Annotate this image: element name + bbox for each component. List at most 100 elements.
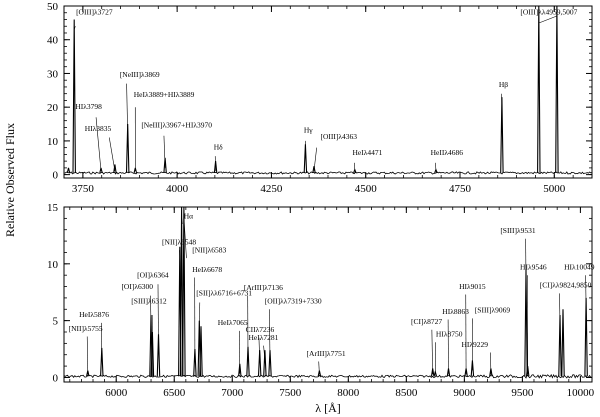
label-leader — [269, 309, 271, 361]
label-leader — [157, 284, 159, 345]
y-tick-label: 0 — [53, 372, 59, 384]
x-tick-label: 8500 — [395, 387, 418, 399]
label-leader — [163, 135, 166, 168]
y-tick-label: 10 — [47, 259, 59, 271]
label-leader — [108, 137, 116, 171]
label-leader — [539, 15, 558, 24]
label-leader — [181, 216, 183, 225]
line-label: HIλ8750 — [436, 330, 463, 339]
line-label: HIλ10049 — [564, 263, 595, 272]
x-tick-label: 7000 — [221, 387, 244, 399]
y-tick-label: 10 — [47, 136, 59, 148]
line-label: Hγ — [304, 125, 313, 134]
line-label: [CI]λ8727 — [411, 317, 442, 326]
emission-line — [500, 97, 504, 173]
emission-line — [312, 166, 316, 173]
emission-line — [163, 157, 167, 173]
x-axis-label: λ [Å] — [315, 401, 340, 415]
x-tick-label: 4250 — [260, 183, 283, 195]
line-label: HIλ3835 — [85, 124, 112, 133]
line-label: [NeIII]λ3869 — [120, 70, 160, 79]
plot-frame — [63, 206, 593, 383]
emission-line — [113, 164, 117, 173]
line-label: [NII]λ5755 — [69, 324, 103, 333]
spectrum-continuum — [63, 373, 593, 379]
y-tick-label: 5 — [53, 316, 59, 328]
x-tick-label: 6500 — [163, 387, 186, 399]
line-label: HIλ8863 — [442, 307, 469, 316]
x-tick-label: 6000 — [105, 387, 128, 399]
y-tick-label: 40 — [47, 35, 59, 47]
x-tick-label: 9500 — [511, 387, 534, 399]
bottom-panel: [NII]λ5755 HeIλ5876 [OI]λ6300 [SIII]λ6312 [O… — [47, 202, 595, 399]
label-leader — [95, 117, 102, 171]
emission-line — [561, 309, 565, 377]
line-label: [OIII]λ4363 — [320, 132, 357, 141]
emission-line — [537, 5, 541, 173]
emission-line — [555, 5, 559, 173]
line-label: HeIλ5876 — [79, 310, 109, 319]
y-tick-label: 50 — [47, 1, 59, 13]
emission-line — [199, 326, 203, 377]
label-leader — [313, 147, 317, 171]
line-label: [NeIII]λ3967+HIλ3970 — [141, 120, 212, 129]
line-label: [CI]λλ9824,9850 — [540, 281, 592, 290]
line-label: [SIII]λ9531 — [500, 226, 536, 235]
line-label: [NII]λ6583 — [192, 245, 226, 254]
spectrum-continuum — [63, 171, 593, 175]
line-label: Hβ — [499, 80, 508, 89]
label-leader — [183, 216, 187, 259]
label-leader — [73, 26, 76, 30]
emission-line — [66, 167, 71, 174]
emission-line — [72, 19, 76, 173]
line-label: HeIIλ4686 — [431, 148, 464, 157]
label-leader — [318, 361, 320, 375]
line-label: HIλ9015 — [459, 282, 486, 291]
line-label: HeIλ7281 — [249, 333, 279, 342]
line-label: HIλ9546 — [520, 263, 547, 272]
x-tick-label: 8000 — [337, 387, 360, 399]
y-tick-label: 15 — [47, 202, 59, 214]
line-label: [ArIII]λ7751 — [307, 349, 346, 358]
line-label: HeIλ6678 — [192, 265, 222, 274]
line-label: [ArIII]λ7136 — [244, 283, 283, 292]
line-label: [SIII]λ6312 — [131, 297, 167, 306]
top-panel: [OIII]λ3727 HIλ3798 HIλ3835 [NeIII]λ3869 HeI… — [47, 1, 593, 195]
line-label: Hδ — [214, 142, 223, 151]
line-label: [OI]λ6300 — [121, 282, 153, 291]
x-tick-label: 4750 — [449, 183, 472, 195]
line-label: Hα — [184, 211, 193, 220]
line-label: HeIλ3889+HIλ3889 — [134, 90, 195, 99]
x-tick-label: 4000 — [166, 183, 189, 195]
line-label: [NII]λ6548 — [162, 238, 196, 247]
x-tick-label: 5000 — [543, 183, 566, 195]
line-label: [SIII]λ9069 — [475, 306, 511, 315]
line-label: [OII]λλ7319+7330 — [265, 297, 322, 306]
x-tick-label: 7500 — [279, 387, 302, 399]
emission-line — [257, 350, 262, 377]
y-tick-label: 0 — [53, 170, 59, 182]
emission-line — [263, 350, 267, 377]
label-leader — [126, 83, 128, 135]
y-tick-label: 30 — [47, 68, 59, 80]
y-tick-label: 20 — [47, 102, 59, 114]
emission-line — [524, 269, 528, 377]
line-label: CIIλ7236 — [246, 325, 275, 334]
line-label: [OIII]λλ4959,5007 — [520, 7, 577, 16]
line-label: HIλ9229 — [461, 340, 488, 349]
label-leader — [263, 345, 266, 361]
line-label: HIλ3798 — [75, 102, 102, 111]
x-tick-label: 10000 — [567, 387, 595, 399]
line-label: HeIλ4471 — [353, 148, 383, 157]
label-leader — [150, 295, 152, 326]
x-tick-label: 9000 — [453, 387, 476, 399]
x-tick-label: 4500 — [355, 183, 378, 195]
line-label: HeIλ7065 — [218, 318, 248, 327]
line-label: [OI]λ6364 — [137, 270, 169, 279]
label-leader — [258, 337, 260, 361]
label-leader — [86, 336, 89, 375]
label-leader — [431, 329, 433, 375]
line-label: [OIII]λ3727 — [76, 7, 113, 16]
emission-line — [584, 297, 588, 377]
